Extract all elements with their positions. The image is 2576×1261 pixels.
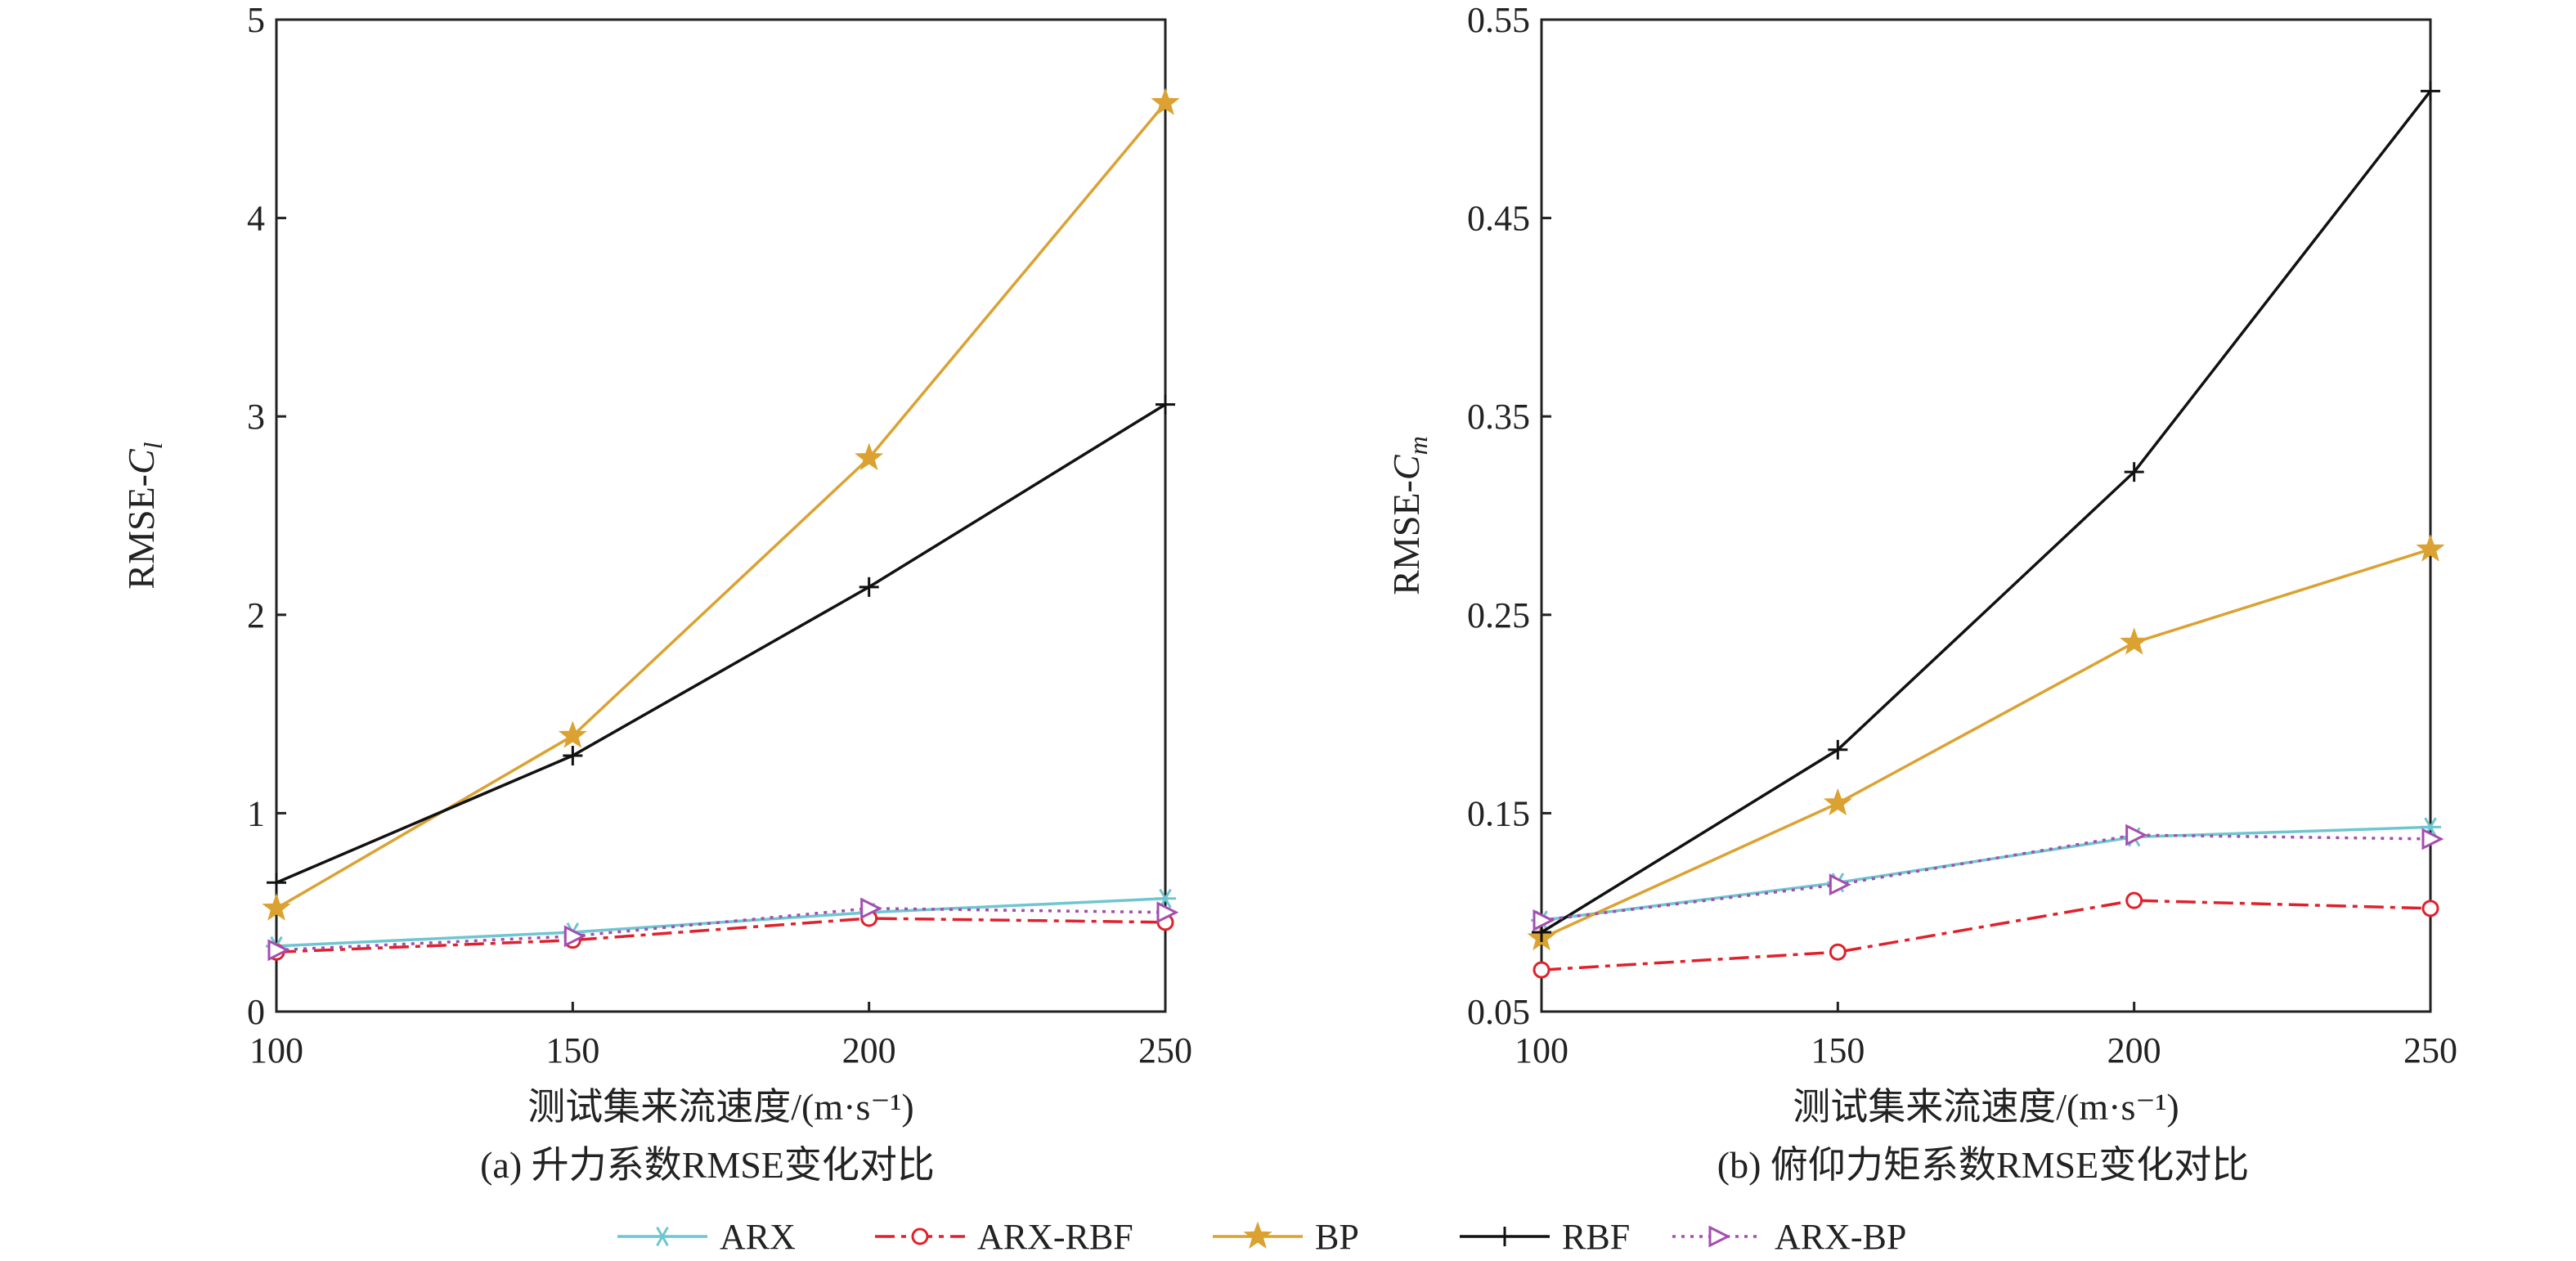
series-bp <box>262 88 1180 921</box>
y-tick-label: 0.35 <box>1467 397 1530 437</box>
data-point-rbf <box>1156 394 1175 415</box>
data-point-rbf <box>267 873 286 893</box>
series-arx-rbf <box>1533 891 2439 979</box>
data-point-arx-rbf <box>2421 900 2439 918</box>
y-tick-label: 0.05 <box>1467 992 1530 1032</box>
legend-marker <box>911 1227 929 1245</box>
data-point-bp <box>262 893 291 921</box>
panel-b-pitch-moment-chart: 0.05 0.15 0.25 0.35 0.45 0.55 100 150 200 250 测试集来… <box>1385 0 2457 1128</box>
data-point-rbf <box>2421 81 2440 101</box>
series-line-rbf <box>1541 90 2432 934</box>
panel-a-caption: (a) 升力系数RMSE变化对比 <box>480 1144 935 1186</box>
series-line-arx <box>1541 825 2431 922</box>
y-tick-label: 0.45 <box>1467 199 1530 239</box>
legend-label: ARX-BP <box>1775 1217 1906 1257</box>
legend-item-arx-rbf: ARX-RBF <box>875 1217 1133 1257</box>
y-tick-label: 2 <box>247 595 265 635</box>
legend-marker <box>1243 1221 1272 1249</box>
y-tick-label: 5 <box>247 0 265 40</box>
x-tick-label: 150 <box>1811 1030 1865 1070</box>
legend-marker <box>652 1226 673 1247</box>
data-point-rbf <box>563 746 583 766</box>
series-line-bp <box>276 101 1167 910</box>
series-line-arx-bp <box>276 907 1166 952</box>
data-point-bp <box>1151 88 1180 115</box>
data-point-arx-rbf <box>2125 891 2143 909</box>
y-tick-label: 0.15 <box>1467 793 1530 833</box>
data-point-rbf <box>859 577 879 597</box>
x-axis-label: 测试集来流速度/(m·s⁻¹) <box>527 1086 914 1128</box>
x-tick-label: 150 <box>545 1030 599 1070</box>
series-arx-bp <box>1533 823 2444 931</box>
y-tick-label: 0.55 <box>1467 0 1530 40</box>
x-tick-label: 100 <box>1515 1030 1568 1070</box>
series-arx-bp <box>267 897 1179 962</box>
data-point-arx-bp <box>267 939 290 962</box>
plot-frame <box>1540 18 2432 1013</box>
series-line-arx-rbf <box>1541 899 2431 972</box>
legend: ARX ARX-RBF BP RBF ARX-BP <box>617 1217 1906 1257</box>
data-point-arx-bp <box>2421 828 2444 850</box>
data-point-bp <box>558 720 587 748</box>
panel-a-lift-coefficient-chart: 0 1 2 3 4 5 100 150 200 250 测试集来流速度/(m·s⁻¹) RMSE-Cl <box>120 0 1192 1128</box>
legend-marker <box>1495 1227 1515 1246</box>
data-point-arx-rbf <box>1533 961 1551 979</box>
data-point-rbf <box>1828 739 1848 760</box>
series-rbf <box>267 394 1175 893</box>
y-tick-label: 4 <box>247 199 265 239</box>
legend-marker <box>1708 1225 1731 1248</box>
y-tick-label: 3 <box>247 397 265 437</box>
series-arx <box>1531 817 2441 931</box>
legend-item-rbf: RBF <box>1460 1217 1630 1257</box>
series-arx-rbf <box>267 909 1174 961</box>
data-point-arx-bp <box>860 897 883 920</box>
legend-label: ARX <box>720 1217 796 1257</box>
x-tick-label: 250 <box>1138 1030 1192 1070</box>
series-rbf <box>1532 81 2440 942</box>
data-point-arx-bp <box>1829 873 1851 896</box>
legend-label: BP <box>1315 1217 1359 1257</box>
data-point-arx-bp <box>1533 909 1555 931</box>
x-axis-label: 测试集来流速度/(m·s⁻¹) <box>1793 1086 2179 1128</box>
data-point-bp <box>2416 534 2445 562</box>
y-tick-label: 1 <box>247 793 265 833</box>
legend-item-arx: ARX <box>617 1217 796 1257</box>
data-point-arx-bp <box>1156 901 1179 924</box>
y-tick-label: 0 <box>247 992 265 1032</box>
data-point-bp <box>2120 627 2149 655</box>
series-line-arx-rbf <box>276 917 1166 954</box>
panel-b-caption: (b) 俯仰力矩系数RMSE变化对比 <box>1717 1144 2249 1186</box>
series-line-rbf <box>276 403 1166 884</box>
y-axis-label: RMSE-Cm <box>1385 436 1433 595</box>
data-point-rbf <box>2124 462 2144 482</box>
legend-label: RBF <box>1562 1217 1630 1257</box>
plot-frame <box>275 18 1167 1013</box>
series-line-bp <box>1541 548 2431 940</box>
series-bp <box>1527 534 2445 951</box>
y-axis-label: RMSE-Cl <box>120 442 168 589</box>
legend-item-bp: BP <box>1213 1217 1359 1257</box>
data-point-arx-rbf <box>1829 943 1847 961</box>
data-point-bp <box>1823 788 1852 816</box>
legend-label: ARX-RBF <box>977 1217 1133 1257</box>
legend-item-arx-bp: ARX-BP <box>1672 1217 1906 1257</box>
data-point-arx-bp <box>2125 823 2148 846</box>
series-line-arx-bp <box>1541 833 2431 922</box>
data-point-arx-bp <box>563 925 586 948</box>
x-tick-label: 200 <box>842 1030 896 1070</box>
series-line-arx <box>276 896 1166 948</box>
y-tick-label: 0.25 <box>1467 595 1530 635</box>
data-point-bp <box>855 442 884 471</box>
x-tick-label: 250 <box>2403 1030 2457 1070</box>
x-tick-label: 200 <box>2107 1030 2161 1070</box>
x-tick-label: 100 <box>249 1030 303 1070</box>
